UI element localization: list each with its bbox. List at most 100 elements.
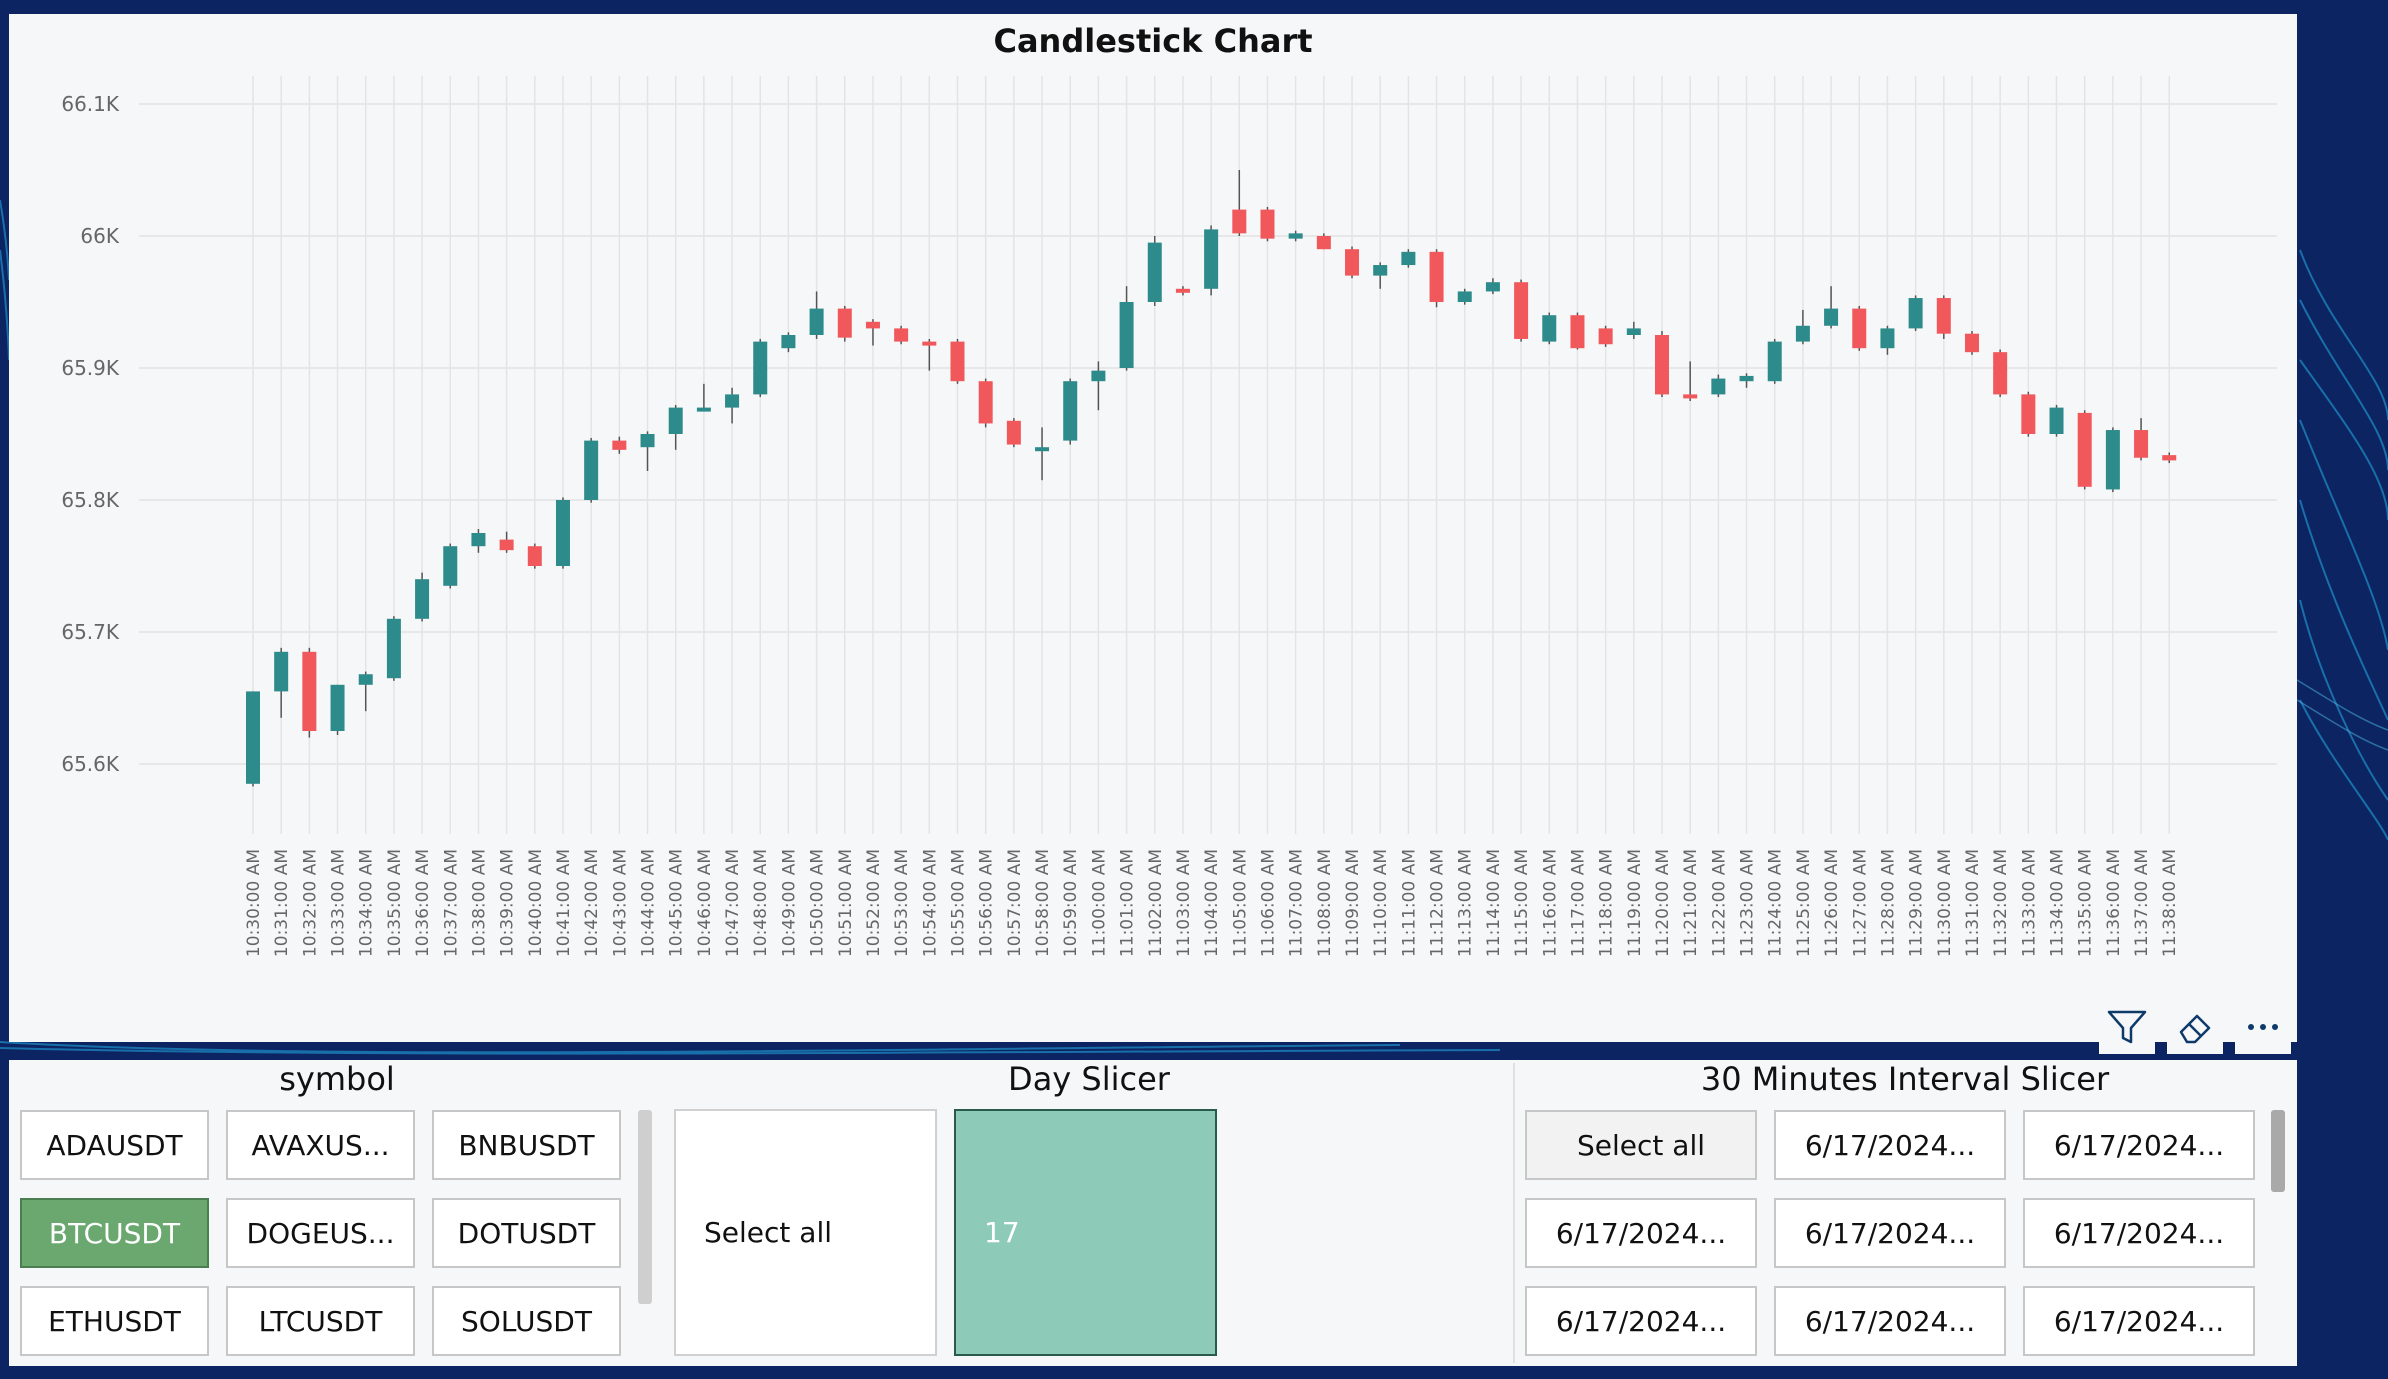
- x-tick-label: 11:17:00 AM: [1568, 849, 1588, 957]
- x-tick-label: 11:06:00 AM: [1258, 849, 1278, 957]
- candle-down: [1175, 288, 1190, 293]
- day-slicer-title: Day Slicer: [1008, 1060, 1170, 1098]
- x-tick-label: 11:14:00 AM: [1484, 849, 1504, 957]
- y-tick-label: 66K: [80, 224, 119, 248]
- interval-option[interactable]: 6/17/2024...: [2023, 1198, 2255, 1268]
- x-tick-label: 11:16:00 AM: [1540, 849, 1560, 957]
- interval-option[interactable]: 6/17/2024...: [2023, 1110, 2255, 1180]
- candlestick-chart-svg: 65.6K 65.7K 65.8K 65.9K 66K 66.1K 10:30:00 AM 1…: [61, 76, 2277, 957]
- symbol-option-solusdt[interactable]: SOLUSDT: [432, 1286, 621, 1356]
- candle-down: [527, 546, 542, 566]
- x-tick-label: 10:37:00 AM: [441, 849, 461, 957]
- candle-up: [1288, 233, 1303, 239]
- x-tick-label: 10:44:00 AM: [639, 849, 659, 957]
- x-tick-label: 11:18:00 AM: [1597, 849, 1617, 957]
- x-tick-label: 11:19:00 AM: [1625, 849, 1645, 957]
- symbol-option-adausdt[interactable]: ADAUSDT: [20, 1110, 209, 1180]
- candle-up: [1824, 308, 1839, 326]
- y-tick-label: 65.8K: [61, 488, 120, 512]
- symbol-option-avaxus[interactable]: AVAXUS...: [226, 1110, 415, 1180]
- y-tick-label: 65.9K: [61, 356, 120, 380]
- candle-up: [1626, 328, 1641, 335]
- candle-down: [922, 341, 937, 346]
- x-tick-label: 11:23:00 AM: [1738, 849, 1758, 957]
- filter-button[interactable]: [2099, 1000, 2155, 1054]
- candle-down: [1570, 315, 1585, 349]
- x-tick-label: 11:05:00 AM: [1230, 849, 1250, 957]
- candle-up: [1457, 291, 1472, 302]
- x-tick-label: 11:00:00 AM: [1089, 849, 1109, 957]
- candle-up: [781, 335, 796, 349]
- x-tick-label: 11:21:00 AM: [1681, 849, 1701, 957]
- x-tick-label: 11:11:00 AM: [1399, 849, 1419, 957]
- symbol-option-btcusdt[interactable]: BTCUSDT: [20, 1198, 209, 1268]
- interval-option[interactable]: 6/17/2024...: [1774, 1286, 2006, 1356]
- candle-up: [415, 579, 430, 619]
- interval-option[interactable]: 6/17/2024...: [1525, 1286, 1757, 1356]
- candle-down: [499, 539, 514, 551]
- candle-down: [1316, 236, 1331, 250]
- symbol-option-dotusdt[interactable]: DOTUSDT: [432, 1198, 621, 1268]
- candle-up: [246, 691, 260, 784]
- x-tick-label: 11:37:00 AM: [2132, 849, 2152, 957]
- symbol-option-ltcusdt[interactable]: LTCUSDT: [226, 1286, 415, 1356]
- day-17-option[interactable]: 17: [954, 1109, 1217, 1356]
- symbol-slicer-title: symbol: [279, 1060, 395, 1098]
- candle-up: [668, 407, 683, 434]
- x-tick-label: 11:32:00 AM: [1991, 849, 2011, 957]
- x-tick-label: 10:54:00 AM: [920, 849, 940, 957]
- interval-option[interactable]: 6/17/2024...: [1525, 1198, 1757, 1268]
- candle-down: [865, 321, 880, 329]
- x-tick-label: 10:30:00 AM: [244, 849, 264, 957]
- candle-up: [1091, 370, 1106, 382]
- candle-down: [894, 328, 909, 342]
- interval-option[interactable]: 6/17/2024...: [1774, 1110, 2006, 1180]
- interval-option[interactable]: 6/17/2024...: [2023, 1286, 2255, 1356]
- x-tick-label: 10:36:00 AM: [413, 849, 433, 957]
- symbol-option-bnbusdt[interactable]: BNBUSDT: [432, 1110, 621, 1180]
- candle-up: [1767, 341, 1782, 382]
- x-tick-label: 10:33:00 AM: [329, 849, 349, 957]
- candle-down: [1260, 209, 1275, 239]
- x-tick-label: 11:36:00 AM: [2104, 849, 2124, 957]
- candle-up: [2105, 430, 2120, 490]
- x-tick-label: 10:42:00 AM: [582, 849, 602, 957]
- eraser-icon: [2179, 1014, 2211, 1044]
- symbol-option-dogeus[interactable]: DOGEUS...: [226, 1198, 415, 1268]
- candle-down: [1429, 251, 1444, 302]
- candle-down: [302, 651, 317, 731]
- interval-select-all-option[interactable]: Select all: [1525, 1110, 1757, 1180]
- more-options-button[interactable]: [2235, 1000, 2291, 1054]
- x-tick-label: 11:02:00 AM: [1146, 849, 1166, 957]
- candle-up: [386, 618, 401, 679]
- x-tick-label: 11:20:00 AM: [1653, 849, 1673, 957]
- candle-up: [1204, 229, 1219, 289]
- candle-down: [1598, 328, 1613, 345]
- interval-slicer-scrollbar[interactable]: [2271, 1110, 2285, 1192]
- y-tick-label: 65.7K: [61, 620, 120, 644]
- x-tick-label: 11:08:00 AM: [1315, 849, 1335, 957]
- x-tick-label: 11:27:00 AM: [1850, 849, 1870, 957]
- x-tick-label: 10:32:00 AM: [300, 849, 320, 957]
- candle-up: [1739, 375, 1754, 382]
- symbol-option-ethusdt[interactable]: ETHUSDT: [20, 1286, 209, 1356]
- clear-selections-button[interactable]: [2167, 1000, 2223, 1054]
- interval-option[interactable]: 6/17/2024...: [1774, 1198, 2006, 1268]
- x-tick-label: 10:48:00 AM: [751, 849, 771, 957]
- x-tick-label: 10:47:00 AM: [723, 849, 743, 957]
- x-tick-label: 11:10:00 AM: [1371, 849, 1391, 957]
- candlestick-chart-visual[interactable]: Candlestick Chart 65.6K 65.7K 65.8K 65.9K 66…: [9, 14, 2297, 1042]
- symbol-slicer-scrollbar[interactable]: [638, 1110, 652, 1304]
- candle-down: [612, 440, 627, 450]
- candle-down: [2134, 430, 2149, 458]
- candle-down: [837, 308, 852, 338]
- x-tick-label: 11:24:00 AM: [1766, 849, 1786, 957]
- x-tick-label: 11:34:00 AM: [2048, 849, 2068, 957]
- candle-up: [555, 500, 570, 566]
- candle-down: [1964, 333, 1979, 353]
- candle-up: [1795, 325, 1810, 342]
- candle-up: [1542, 315, 1557, 342]
- day-select-all-option[interactable]: Select all: [674, 1109, 937, 1356]
- candle-up: [1485, 282, 1500, 292]
- candle-up: [809, 308, 824, 335]
